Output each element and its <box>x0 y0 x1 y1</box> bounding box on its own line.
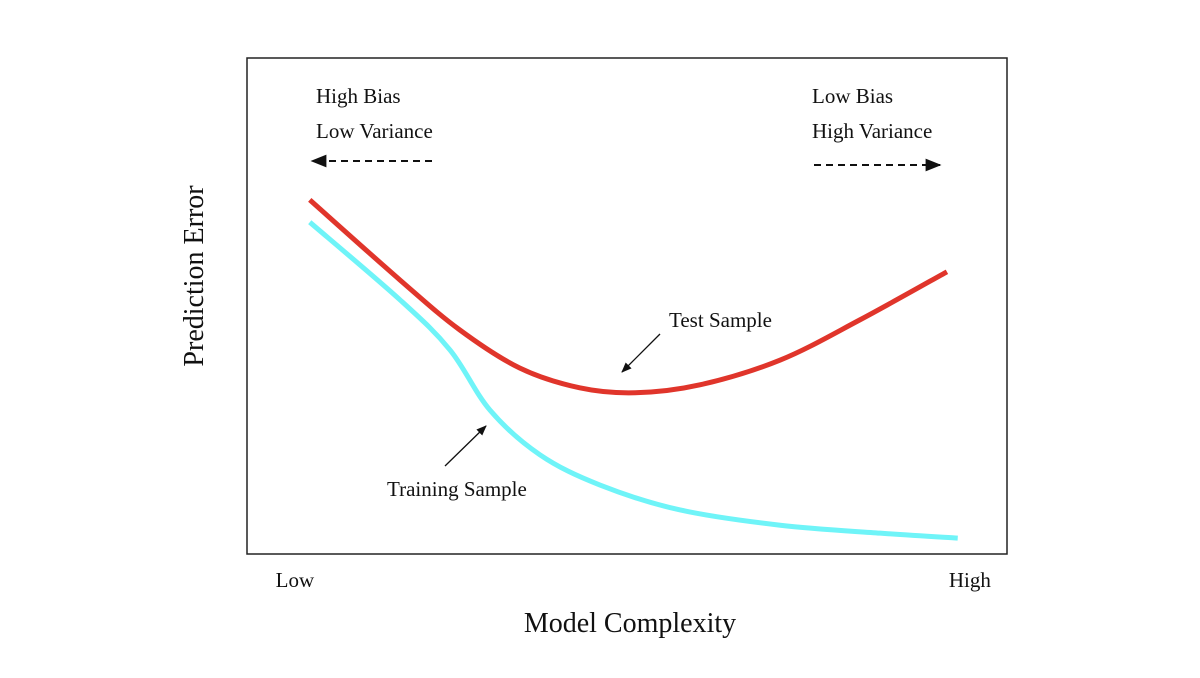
plot-frame <box>246 57 1008 555</box>
y-axis-label: Prediction Error <box>179 185 210 367</box>
annotation: High Bias <box>316 84 401 108</box>
pointer-arrow <box>444 425 487 467</box>
series-label: Test Sample <box>669 308 772 332</box>
x-tick-label: Low <box>276 568 315 592</box>
series-line <box>308 220 958 541</box>
annotation: Low Bias <box>812 84 893 108</box>
x-tick-label: High <box>949 568 992 592</box>
series-line <box>308 197 949 396</box>
series-label: Training Sample <box>387 477 527 501</box>
x-axis-label: Model Complexity <box>524 608 736 639</box>
annotation: High Variance <box>812 119 932 143</box>
annotation: Low Variance <box>316 119 433 143</box>
pointer-arrow <box>621 333 661 373</box>
